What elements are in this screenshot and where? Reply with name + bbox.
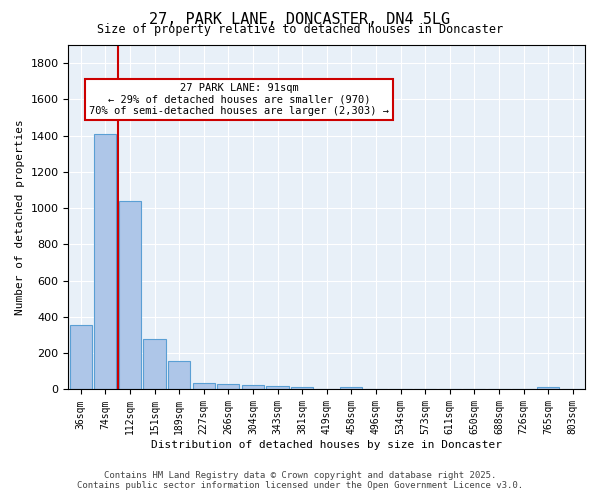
Bar — [168, 362, 190, 390]
Bar — [242, 386, 264, 390]
Bar — [340, 388, 362, 390]
Bar — [291, 388, 313, 390]
X-axis label: Distribution of detached houses by size in Doncaster: Distribution of detached houses by size … — [151, 440, 502, 450]
Bar — [119, 201, 141, 390]
Bar — [537, 387, 559, 390]
Bar — [94, 134, 116, 390]
Text: Size of property relative to detached houses in Doncaster: Size of property relative to detached ho… — [97, 22, 503, 36]
Bar — [193, 382, 215, 390]
Y-axis label: Number of detached properties: Number of detached properties — [15, 120, 25, 315]
Bar — [217, 384, 239, 390]
Bar — [70, 325, 92, 390]
Text: 27 PARK LANE: 91sqm
← 29% of detached houses are smaller (970)
70% of semi-detac: 27 PARK LANE: 91sqm ← 29% of detached ho… — [89, 83, 389, 116]
Text: Contains HM Land Registry data © Crown copyright and database right 2025.
Contai: Contains HM Land Registry data © Crown c… — [77, 470, 523, 490]
Text: 27, PARK LANE, DONCASTER, DN4 5LG: 27, PARK LANE, DONCASTER, DN4 5LG — [149, 12, 451, 28]
Bar — [266, 386, 289, 390]
Bar — [143, 338, 166, 390]
